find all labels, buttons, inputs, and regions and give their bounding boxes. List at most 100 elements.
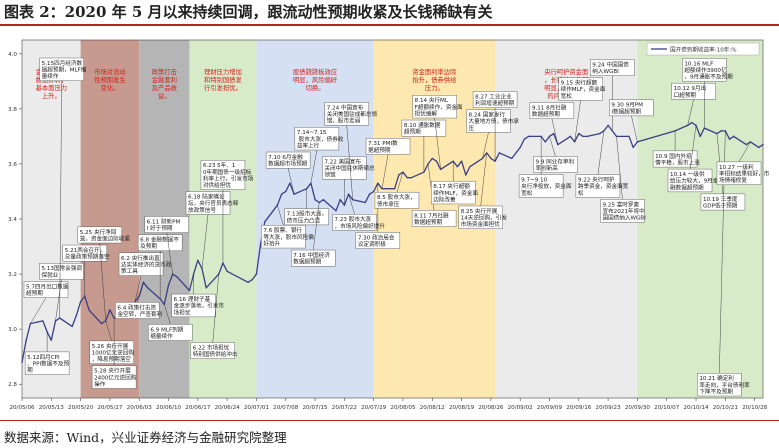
data-point bbox=[732, 135, 735, 138]
annotation-box bbox=[324, 102, 369, 126]
annotation-text: 7.30 政治局会议定调积极 bbox=[358, 233, 395, 248]
annotation-box bbox=[89, 340, 134, 364]
annotation-text: 10.12 9月出口超预期 bbox=[674, 84, 707, 99]
annotation: 6.23 5年、1 0年期国债一级招标利率上行，引发市场对供给担忧 bbox=[200, 160, 254, 264]
data-point bbox=[100, 322, 103, 325]
annotation-text: 10.19 三季度 GDP低于预期 bbox=[703, 195, 738, 210]
annotation: 7.14~7.15 股市大涨，债券收益率上行 bbox=[294, 127, 344, 184]
legend-box bbox=[646, 42, 760, 56]
data-point bbox=[46, 331, 48, 333]
data-point bbox=[218, 273, 220, 275]
annotation-text-line: 期 bbox=[27, 367, 33, 374]
annotation-text-line: 10.27 一级利 bbox=[719, 163, 754, 171]
annotation-box bbox=[700, 193, 746, 211]
annotation: 10.14 一级供给压力较大，9月金融数据超预期 bbox=[667, 125, 719, 193]
data-point bbox=[465, 174, 467, 176]
data-point bbox=[628, 135, 630, 138]
annotation-text: 10.16 MLF 超额续作3900亿，9月通胀不及预期 bbox=[684, 61, 733, 80]
data-point bbox=[226, 270, 228, 273]
annotation: 5.12四月CPI 、PPI数据不及预期 bbox=[24, 331, 69, 375]
annotation-text-line: 、PPI数据不及预 bbox=[27, 360, 69, 368]
annotation-box bbox=[466, 109, 511, 133]
band-description: 股债跷跷板效应明显，风险偏好切换。 bbox=[293, 67, 338, 92]
x-tick-label: 20/06/24 bbox=[215, 405, 241, 411]
annotation-box bbox=[355, 232, 401, 249]
band-description-line: 性预期发生 bbox=[94, 75, 125, 84]
annotation-text-line: 续作MLF，资金面 bbox=[433, 189, 478, 197]
data-point bbox=[758, 146, 760, 149]
annotation: 8.17 央行超额续作MLF，资金面边际改善 bbox=[431, 161, 478, 205]
annotation-text-line: 10.19 三季度 bbox=[703, 195, 738, 203]
data-point bbox=[582, 135, 584, 138]
data-point bbox=[368, 193, 371, 195]
annotation: 5.13国常会强调保就业 bbox=[39, 263, 84, 321]
annotation: 10.12 9月出口超预期 bbox=[671, 82, 716, 126]
annotation: 7.24 中国宣布关闭美国驻成都总领馆，股市走弱 bbox=[324, 102, 377, 200]
y-tick-label: 3.0 bbox=[8, 327, 17, 333]
data-point bbox=[456, 165, 459, 168]
data-point bbox=[523, 138, 526, 140]
annotation-box bbox=[265, 151, 311, 169]
annotation-text-line: 金逐步落地，引发市 bbox=[174, 302, 225, 310]
annotation-text-line: 数据超市场预期 bbox=[268, 160, 308, 168]
data-point bbox=[50, 339, 53, 341]
annotation-box bbox=[431, 180, 476, 205]
annotation-text-line: 领馆 bbox=[324, 171, 336, 179]
annotation-text: 5.28 央行开展 2400亿元逆回购操作 bbox=[94, 367, 137, 388]
annotation-text: 8.27 工业企业利润增速超预期 bbox=[475, 92, 515, 107]
data-point bbox=[636, 141, 639, 143]
annotation-text-line: ，降息预期落空 bbox=[92, 355, 132, 363]
annotation-text-line: 达实体经济的货币政 bbox=[121, 260, 172, 268]
annotation-box bbox=[148, 324, 193, 341]
annotation-leader bbox=[551, 118, 559, 145]
annotation-text: 5.13国常会强调保就业 bbox=[41, 264, 82, 279]
annotation: 8.24 国家发行大量地方债，债市承压 bbox=[466, 109, 519, 159]
annotation-text: 6.22 市场担忧特别国债供给冲击 bbox=[193, 344, 238, 359]
annotation-text-line: 10.9 国内外疫 bbox=[655, 152, 692, 160]
annotation-text-line: 宽松 bbox=[561, 92, 573, 100]
annotation-text-line: 数据超预期 bbox=[532, 110, 560, 118]
annotation: 9.9 同业存单利率创新高 bbox=[533, 136, 578, 173]
annotation-box bbox=[558, 77, 603, 101]
annotation: 5.21两会召开，总量政策预期落空 bbox=[62, 244, 110, 297]
annotation: 6.9 MLF到期缩量续作 bbox=[148, 304, 193, 341]
annotation-text-line: 5.7四月出口数据 bbox=[26, 282, 69, 290]
data-point bbox=[431, 157, 433, 160]
annotation-text-line: 笼，资金面边际收紧 bbox=[80, 234, 131, 242]
annotation-text: 6.18 陆家嘴论坛，央行官员表态释放政策信号 bbox=[188, 193, 239, 214]
data-point bbox=[599, 132, 601, 135]
title-divider bbox=[0, 24, 779, 26]
annotation-box bbox=[115, 302, 160, 319]
annotation-text-line: 跨季资金，资金面宽 bbox=[578, 182, 629, 190]
band-description-line: 明显，风险偏好 bbox=[293, 75, 338, 84]
annotation-leader bbox=[738, 141, 751, 163]
annotation-text: 6.9 MLF到期缩量续作 bbox=[150, 326, 183, 340]
band-description-line: 市场对流动 bbox=[94, 67, 125, 76]
annotation-text-line: 2400亿元逆回购 bbox=[94, 373, 137, 381]
data-point bbox=[314, 199, 316, 201]
annotation-text-line: 5.21两会召开， bbox=[65, 246, 105, 254]
annotation: 7.31 PMI数据超预期 bbox=[365, 138, 411, 189]
annotation-text-line: 9.7~9.10 bbox=[521, 178, 549, 184]
annotation-text-line: 6.9 MLF到期 bbox=[150, 326, 183, 333]
data-point bbox=[393, 188, 396, 190]
data-point bbox=[519, 146, 521, 149]
y-tick-label: 3.8 bbox=[8, 107, 17, 113]
annotation-box bbox=[697, 373, 742, 397]
annotation-text-line: 总量政策预期落空 bbox=[65, 253, 110, 261]
annotation-text: 6.16 理财子基金逐步落地，引发市场担忧 bbox=[174, 295, 225, 316]
data-point bbox=[109, 309, 111, 311]
data-point bbox=[276, 204, 279, 206]
annotation-text-line: 5.15四月经济数 bbox=[42, 59, 83, 67]
annotation: 7.22 美国宣布关闭中国驻休斯顿总领馆 bbox=[322, 156, 375, 206]
annotation: 7.10 6月金融数据超市场预期 bbox=[265, 151, 311, 195]
annotation: 7.16 中国经济数据超预期 bbox=[291, 202, 336, 267]
data-point bbox=[398, 174, 400, 176]
annotation-text-line: 10.16 MLF bbox=[684, 61, 713, 67]
annotation-leader bbox=[212, 274, 219, 343]
data-point bbox=[339, 199, 341, 201]
x-tick-label: 20/10/21 bbox=[713, 405, 739, 411]
annotation: 7.13股市大涨，债市压力凸显 bbox=[284, 188, 329, 226]
annotation-text: 7.6 股票、银行等大涨，股市风险偏好抬升 bbox=[263, 226, 314, 247]
x-tick-label: 20/09/23 bbox=[596, 405, 622, 411]
